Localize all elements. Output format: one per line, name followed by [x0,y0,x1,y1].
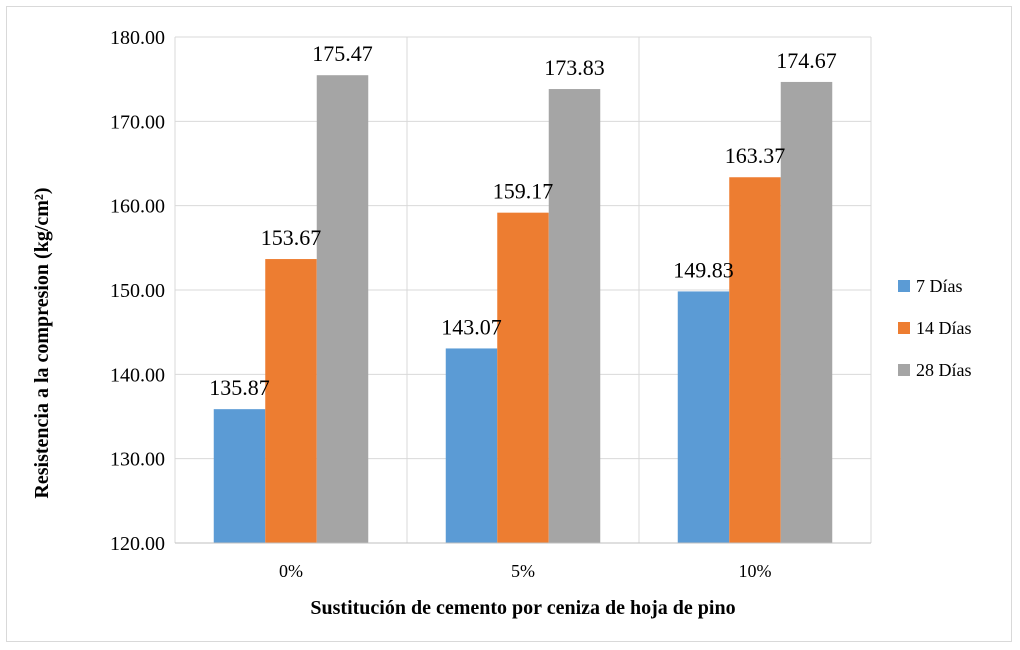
data-label: 149.83 [673,257,734,282]
data-label: 163.37 [725,143,786,168]
bar [548,89,601,544]
bar [677,291,730,543]
bar [213,409,266,543]
y-tick-label: 130.00 [110,449,165,471]
legend: 7 Días 14 Días 28 Días [898,276,972,380]
data-label: 143.07 [441,314,502,339]
y-tick-label: 120.00 [110,533,165,555]
legend-swatch [898,322,910,334]
bars [213,75,833,544]
y-tick-label: 160.00 [110,196,165,218]
x-tick-label: 0% [279,561,303,581]
legend-swatch [898,280,910,292]
bar [265,259,317,543]
legend-swatch [898,364,910,376]
y-tick-label: 150.00 [110,280,165,302]
x-axis-label: Sustitución de cemento por ceniza de hoj… [310,597,735,619]
bar [780,81,833,543]
y-tick-label: 180.00 [110,27,165,49]
x-tick-label: 10% [739,561,772,581]
legend-label: 28 Días [916,360,972,380]
bar [729,177,781,543]
data-label: 174.67 [776,48,837,73]
x-tick-label: 5% [511,561,535,581]
bar [497,212,549,544]
x-tick-labels: 0% 5% 10% [279,561,772,581]
bar [445,348,498,543]
y-tick-label: 170.00 [110,111,165,133]
data-label: 153.67 [261,225,322,250]
legend-label: 7 Días [916,276,963,296]
legend-label: 14 Días [916,318,972,338]
data-label: 173.83 [544,55,605,80]
data-labels: 135.87 153.67 175.47 143.07 159.17 173.83 149.… [209,41,837,400]
data-label: 135.87 [209,375,270,400]
data-label: 159.17 [493,179,554,204]
y-tick-label: 140.00 [110,364,165,386]
data-label: 175.47 [312,41,373,66]
bar [316,75,369,543]
y-axis-label: Resistencia a la compresion (kg/cm²) [31,187,53,498]
y-tick-labels: 120.00 130.00 140.00 150.00 160.00 170.00 180.… [110,27,165,555]
